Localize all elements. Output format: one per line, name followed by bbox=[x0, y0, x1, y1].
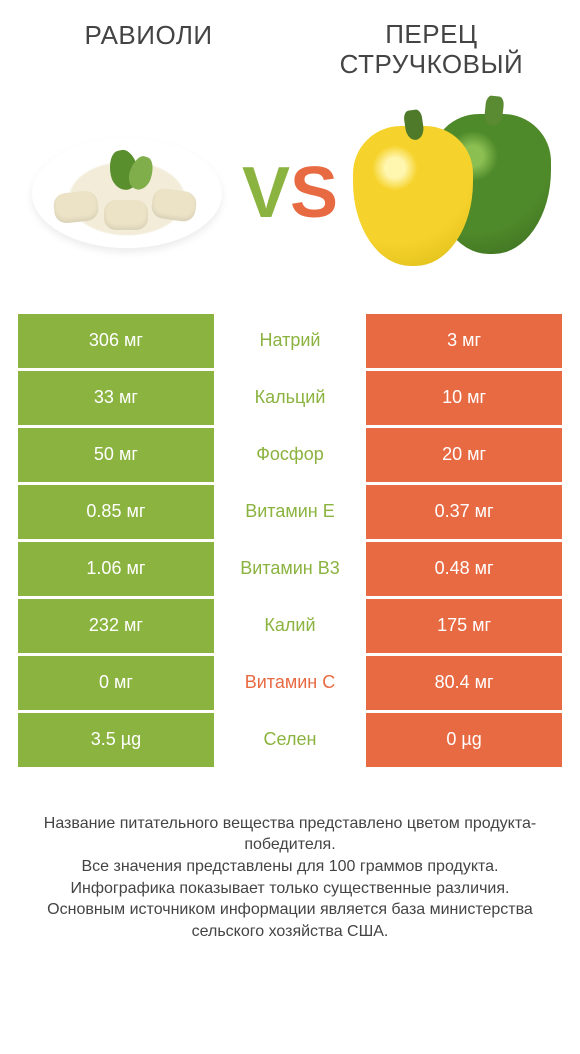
footer-line: Основным источником информации является … bbox=[26, 899, 554, 942]
images-row: VS bbox=[18, 98, 562, 288]
titles-row: Равиоли Перец стручковый bbox=[18, 20, 562, 80]
footer-line: Название питательного вещества представл… bbox=[26, 813, 554, 856]
left-value-cell: 0 мг bbox=[18, 656, 214, 710]
left-value-cell: 3.5 µg bbox=[18, 713, 214, 767]
right-value-cell: 0.37 мг bbox=[366, 485, 562, 539]
left-value-cell: 306 мг bbox=[18, 314, 214, 368]
nutrient-label-cell: Витамин E bbox=[214, 485, 366, 539]
right-value-cell: 80.4 мг bbox=[366, 656, 562, 710]
right-value-cell: 0.48 мг bbox=[366, 542, 562, 596]
right-product-title: Перец стручковый bbox=[301, 20, 562, 80]
right-value-cell: 10 мг bbox=[366, 371, 562, 425]
left-product-title: Равиоли bbox=[18, 20, 279, 51]
footer-line: Все значения представлены для 100 граммо… bbox=[26, 856, 554, 878]
nutrient-label-cell: Селен bbox=[214, 713, 366, 767]
right-value-cell: 0 µg bbox=[366, 713, 562, 767]
left-value-cell: 33 мг bbox=[18, 371, 214, 425]
right-value-cell: 3 мг bbox=[366, 314, 562, 368]
right-value-cell: 20 мг bbox=[366, 428, 562, 482]
right-title-line1: Перец bbox=[385, 19, 477, 49]
left-product-image bbox=[18, 98, 236, 288]
nutrient-label-cell: Витамин B3 bbox=[214, 542, 366, 596]
nutrient-label-cell: Натрий bbox=[214, 314, 366, 368]
table-row: 3.5 µgСелен0 µg bbox=[18, 713, 562, 767]
comparison-table: 306 мгНатрий3 мг33 мгКальций10 мг50 мгФо… bbox=[18, 314, 562, 767]
vs-label: VS bbox=[236, 157, 345, 229]
nutrient-label-cell: Витамин C bbox=[214, 656, 366, 710]
nutrient-label-cell: Калий bbox=[214, 599, 366, 653]
table-row: 1.06 мгВитамин B30.48 мг bbox=[18, 542, 562, 596]
nutrient-label-cell: Кальций bbox=[214, 371, 366, 425]
right-title-line2: стручковый bbox=[340, 49, 524, 79]
table-row: 306 мгНатрий3 мг bbox=[18, 314, 562, 368]
nutrient-label-cell: Фосфор bbox=[214, 428, 366, 482]
footer-line: Инфографика показывает только существенн… bbox=[26, 878, 554, 900]
footer-notes: Название питательного вещества представл… bbox=[18, 813, 562, 943]
vs-v: V bbox=[242, 153, 290, 233]
peppers-icon bbox=[353, 108, 553, 278]
right-product-image bbox=[344, 98, 562, 288]
table-row: 50 мгФосфор20 мг bbox=[18, 428, 562, 482]
table-row: 0.85 мгВитамин E0.37 мг bbox=[18, 485, 562, 539]
infographic-root: Равиоли Перец стручковый VS 306 мгНатрий… bbox=[0, 0, 580, 1054]
left-value-cell: 0.85 мг bbox=[18, 485, 214, 539]
table-row: 0 мгВитамин C80.4 мг bbox=[18, 656, 562, 710]
right-value-cell: 175 мг bbox=[366, 599, 562, 653]
table-row: 33 мгКальций10 мг bbox=[18, 371, 562, 425]
left-value-cell: 1.06 мг bbox=[18, 542, 214, 596]
ravioli-plate-icon bbox=[32, 138, 222, 248]
left-value-cell: 50 мг bbox=[18, 428, 214, 482]
vs-s: S bbox=[290, 153, 338, 233]
left-value-cell: 232 мг bbox=[18, 599, 214, 653]
table-row: 232 мгКалий175 мг bbox=[18, 599, 562, 653]
